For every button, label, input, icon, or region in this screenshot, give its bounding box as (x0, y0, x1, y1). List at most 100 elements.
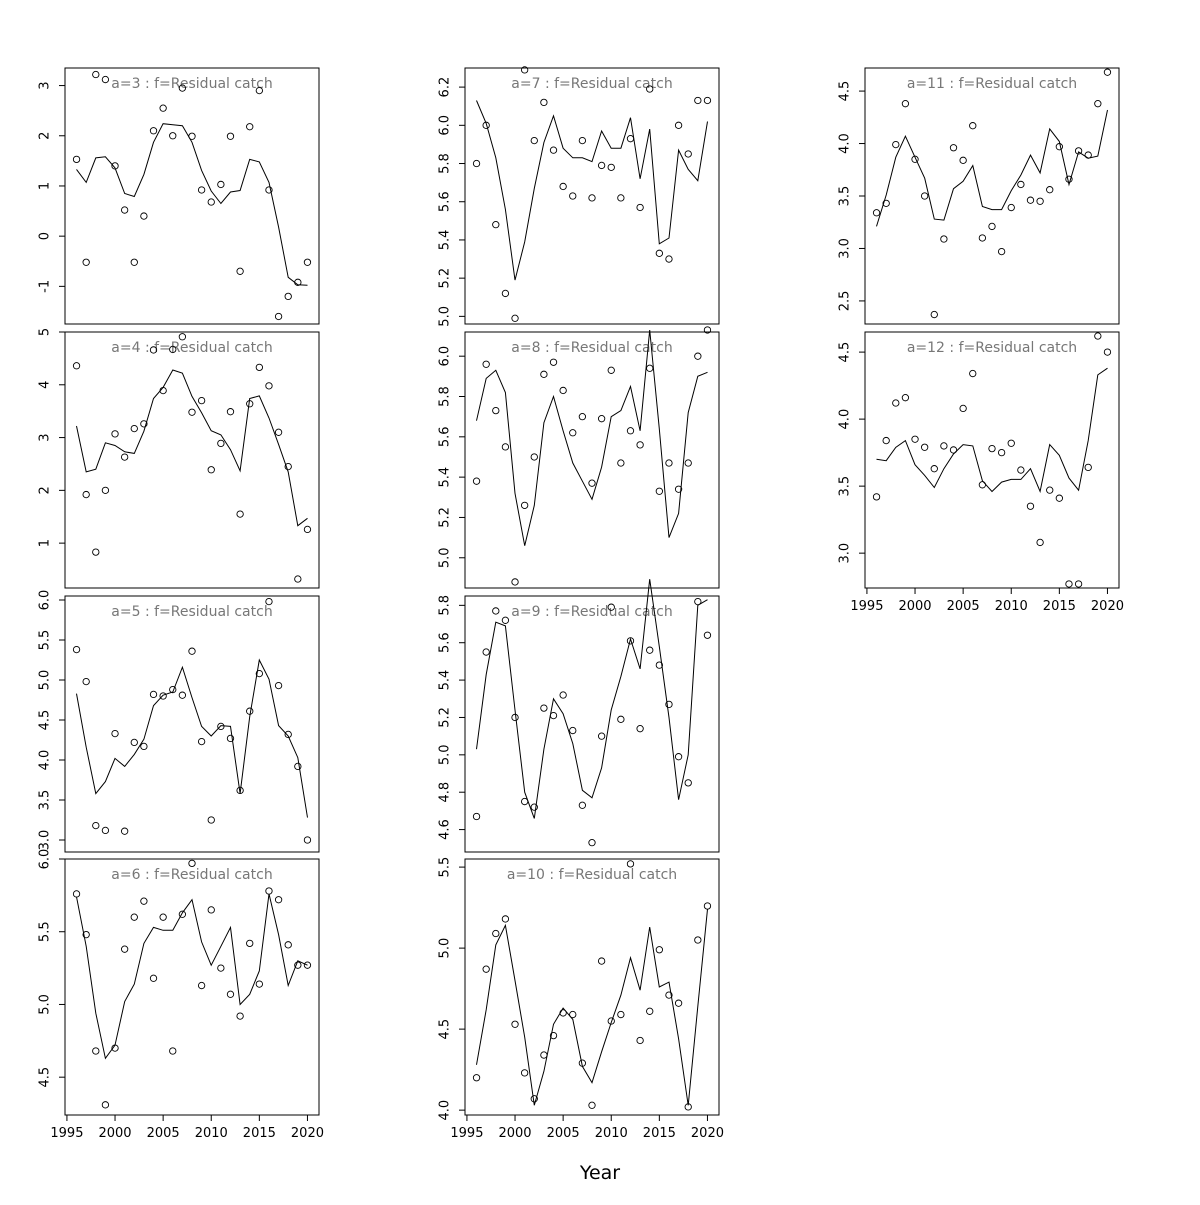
observed-point (207, 816, 215, 824)
observed-point (1055, 494, 1063, 502)
observed-point (255, 86, 263, 95)
observed-point (72, 890, 81, 898)
observed-point (92, 1047, 100, 1055)
y-tick-label: 5.0 (38, 994, 53, 1015)
observed-point (969, 122, 977, 130)
observed-point (82, 677, 90, 686)
observed-point (569, 192, 577, 200)
observed-point (178, 84, 187, 92)
observed-point (178, 333, 187, 341)
x-tick-label: 2010 (195, 1126, 228, 1141)
panel-9: 4.6 4.8 5.0 5.2 5.4 5.6 5.8 a=9 : f=Residual ca… (438, 579, 720, 853)
observed-point (911, 435, 919, 443)
observed-point (549, 146, 558, 154)
y-tick-label: 4.6 (438, 819, 453, 840)
panel-title: a=3 : f=Residual catch (111, 76, 272, 92)
observed-point (82, 930, 90, 939)
observed-point (294, 961, 302, 969)
observed-point (101, 1101, 110, 1109)
observed-point (303, 961, 312, 969)
y-tick-label: 3 (38, 81, 53, 89)
x-tick-label: 2010 (995, 599, 1028, 614)
y-tick-label: 1 (38, 539, 53, 547)
observed-point (1065, 580, 1073, 588)
fitted-line (76, 893, 308, 1060)
observed-point (626, 860, 635, 868)
x-tick-label: 1995 (850, 599, 883, 614)
observed-point (588, 479, 596, 487)
observed-point (959, 404, 967, 413)
observed-point (617, 715, 625, 723)
observed-point (140, 420, 148, 428)
x-axis-label: Year (579, 1162, 620, 1184)
observed-point (636, 441, 644, 449)
observed-point (169, 1047, 177, 1055)
y-tick-label: 6.2 (438, 77, 453, 98)
observed-point (901, 100, 910, 108)
fitted-line (76, 658, 308, 818)
observed-point (521, 1069, 529, 1077)
observed-point (997, 448, 1006, 457)
y-tick-label: 2 (38, 486, 53, 494)
observed-point (540, 98, 548, 107)
observed-point (655, 661, 663, 669)
observed-point (472, 477, 481, 485)
x-tick-label: 2000 (498, 1126, 531, 1141)
y-tick-label: 3 (38, 433, 53, 441)
observed-point (188, 408, 196, 416)
observed-point (530, 803, 538, 811)
observed-point (1084, 463, 1092, 472)
observed-point (1074, 580, 1083, 588)
observed-point (540, 704, 548, 712)
observed-point (130, 913, 138, 921)
observed-point (501, 915, 510, 923)
observed-point (940, 442, 948, 450)
observed-point (559, 182, 567, 191)
observed-point (169, 345, 177, 354)
observed-point (149, 346, 158, 354)
observed-point (617, 459, 625, 467)
y-tick-label: 5.5 (38, 630, 53, 651)
observed-point (1007, 439, 1015, 447)
y-tick-label: 5.0 (438, 938, 453, 959)
observed-point (540, 1051, 548, 1059)
observed-point (882, 199, 890, 207)
fitted-line (476, 909, 708, 1106)
observed-point (501, 443, 510, 451)
y-tick-label: 6.0 (438, 115, 453, 136)
observed-point (646, 1007, 654, 1015)
observed-point (111, 162, 119, 170)
y-tick-label: 6.0 (438, 346, 453, 367)
observed-point (597, 957, 606, 965)
observed-point (284, 292, 292, 301)
y-tick-label: 5.8 (438, 386, 453, 407)
observed-point (159, 913, 167, 921)
x-tick-label: 2005 (547, 1126, 580, 1141)
y-tick-label: 6.0 (38, 849, 53, 870)
observed-point (921, 192, 929, 200)
observed-point (892, 140, 900, 149)
y-tick-label: 5.0 (438, 306, 453, 327)
observed-point (988, 444, 996, 453)
observed-point (482, 965, 490, 973)
observed-point (284, 730, 292, 739)
x-tick-label: 2005 (147, 1126, 180, 1141)
observed-point (588, 839, 596, 847)
observed-point (492, 221, 500, 229)
observed-point (294, 278, 302, 286)
observed-point (978, 234, 987, 242)
y-tick-label: 4.5 (38, 1067, 53, 1088)
observed-point (255, 669, 263, 678)
observed-point (246, 939, 254, 948)
observed-point (197, 737, 206, 746)
fitted-line (476, 100, 708, 281)
panel-6: 4.5 5.0 5.5 6.0 1995 2000 2005 2010 2015 2020 a=6 … (38, 849, 325, 1141)
observed-point (1055, 143, 1063, 151)
fitted-line (476, 579, 708, 819)
observed-point (597, 161, 606, 170)
observed-point (684, 150, 692, 158)
y-tick-label: 5.6 (438, 426, 453, 447)
observed-point (1017, 466, 1025, 474)
panel-frame (64, 595, 320, 853)
